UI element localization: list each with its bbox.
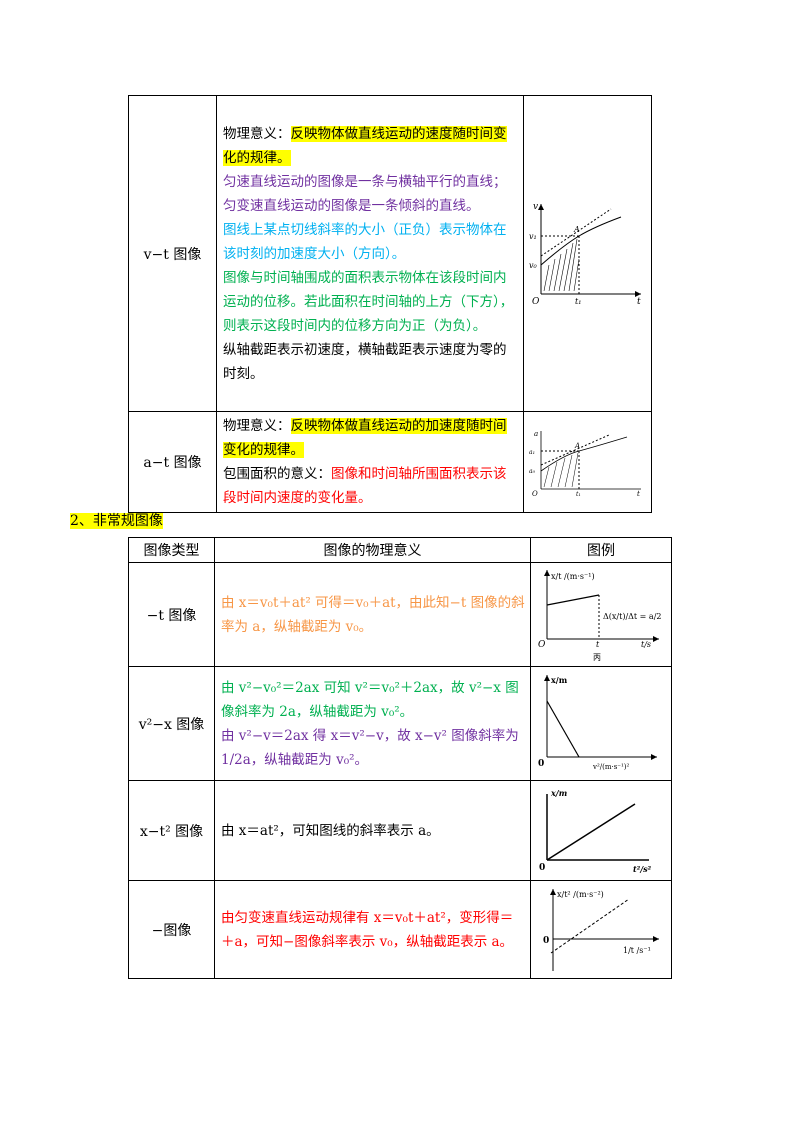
origin: O xyxy=(532,297,540,307)
axis-label-y: x/t /(m·s⁻¹) xyxy=(551,572,595,581)
tick-t1: t₁ xyxy=(575,297,581,306)
row-description: 物理意义：反映物体做直线运动的加速度随时间变化的规律。 包围面积的意义：图像和时… xyxy=(216,411,524,513)
origin: 0 xyxy=(539,863,545,873)
header-figure: 图例 xyxy=(530,537,672,563)
axis-label-x: t/s xyxy=(641,640,651,649)
x-v2-text: 由 v²−v＝2ax 得 x＝v²−v，故 x−v² 图像斜率为 1/2a，纵轴… xyxy=(221,727,519,768)
origin: O xyxy=(532,490,538,497)
row-label: a−t 图像 xyxy=(128,411,217,513)
table-row: −t 图像 由 x＝v₀t＋at² 可得＝v₀＋at，由此知−t 图像的斜率为 … xyxy=(128,562,672,667)
figure-caption: 丙 xyxy=(593,653,601,662)
point-a: A xyxy=(573,225,580,234)
header-type: 图像类型 xyxy=(128,537,215,563)
axis-label-x: v²/(m·s⁻¹)² xyxy=(592,763,630,771)
figure-cell: x/t /(m·s⁻¹) Δ(x/t)/Δt = a/2 O t t/s 丙 xyxy=(530,562,672,667)
row-description: 由 v²−v₀²＝2ax 可知 v²＝v₀²＋2ax，故 v²−x 图像斜率为 … xyxy=(214,666,531,781)
uniform-motion-text: 匀速直线运动的图像是一条与横轴平行的直线；匀变速直线运动的图像是一条倾斜的直线。 xyxy=(223,173,507,214)
table-row: v−t 图像 物理意义：反映物体做直线运动的速度随时间变化的规律。 匀速直线运动… xyxy=(128,95,652,412)
slope-text: 图线上某点切线斜率的大小（正负）表示物体在该时刻的加速度大小（方向）。 xyxy=(223,221,507,262)
row-label: x−t² 图像 xyxy=(128,780,215,881)
point-a: A xyxy=(574,442,580,450)
figure-cell: x/m 0 v²/(m·s⁻¹)² xyxy=(530,666,672,781)
row-description: 物理意义：反映物体做直线运动的速度随时间变化的规律。 匀速直线运动的图像是一条与… xyxy=(216,95,524,412)
figure-cell: x/t² /(m·s⁻²) 0 1/t /s⁻¹ xyxy=(530,880,672,979)
figure-cell: x/m 0 t²/s² xyxy=(530,780,672,881)
tick-v1: v₁ xyxy=(529,232,537,241)
axis-label-y: x/m xyxy=(550,788,567,798)
v2-x-text: 由 v²−v₀²＝2ax 可知 v²＝v₀²＋2ax，故 v²−x 图像斜率为 … xyxy=(221,679,519,720)
axis-label-x: t²/s² xyxy=(633,864,652,874)
x-t2-graph-figure: x/m 0 t²/s² xyxy=(539,788,652,874)
slope-label: Δ(x/t)/Δt = a/2 xyxy=(603,612,661,621)
tick-t: t xyxy=(596,640,600,649)
a-t-graph-figure: a a₁ a₀ A O t₁ t xyxy=(529,430,641,497)
axis-label-y: x/t² /(m·s⁻²) xyxy=(557,890,604,899)
row-label: −t 图像 xyxy=(128,562,215,667)
row-description: 由 x＝v₀t＋at² 可得＝v₀＋at，由此知−t 图像的斜率为 a，纵轴截距… xyxy=(214,562,531,667)
axis-label-t: t xyxy=(637,490,640,497)
axis-label-v: v xyxy=(533,202,538,212)
tick-a1: a₁ xyxy=(529,449,535,456)
section-heading: 2、非常规图像 xyxy=(70,513,163,529)
axis-label-y: x/m xyxy=(551,675,568,685)
v-t-graph-figure: v v₁ v₀ A O t₁ t xyxy=(529,202,641,307)
row-label: v−t 图像 xyxy=(128,95,217,412)
figure-cell: a a₁ a₀ A O t₁ t xyxy=(523,411,652,513)
origin: 0 xyxy=(538,759,544,769)
table-row: x−t² 图像 由 x＝at²，可知图线的斜率表示 a。 x/m 0 t²/s² xyxy=(128,780,672,881)
tick-v0: v₀ xyxy=(529,261,538,270)
header-row: 图像类型 图像的物理意义 图例 xyxy=(128,537,672,563)
table-row: −图像 由匀变速直线运动规律有 x＝v₀t＋at²，变形得＝＋a，可知−图像斜率… xyxy=(128,880,672,979)
intercept-text: 纵轴截距表示初速度，横轴截距表示速度为零的时刻。 xyxy=(223,341,507,382)
tick-a0: a₀ xyxy=(529,468,536,475)
table-row: v²−x 图像 由 v²−v₀²＝2ax 可知 v²＝v₀²＋2ax，故 v²−… xyxy=(128,666,672,781)
row-description: 由匀变速直线运动规律有 x＝v₀t＋at²，变形得＝＋a，可知−图像斜率表示 v… xyxy=(214,880,531,979)
figure-cell: v v₁ v₀ A O t₁ t xyxy=(523,95,652,412)
row-label: −图像 xyxy=(128,880,215,979)
table-row: a−t 图像 物理意义：反映物体做直线运动的加速度随时间变化的规律。 包围面积的… xyxy=(128,411,652,513)
axis-label-x: 1/t /s⁻¹ xyxy=(623,946,651,955)
axis-label-t: t xyxy=(637,297,641,307)
origin: O xyxy=(538,640,546,650)
unconventional-graphs-table: 图像类型 图像的物理意义 图例 −t 图像 由 x＝v₀t＋at² 可得＝v₀＋… xyxy=(128,537,672,979)
xt2-1t-graph-figure: x/t² /(m·s⁻²) 0 1/t /s⁻¹ xyxy=(543,888,659,971)
v2-x-graph-figure: x/m 0 v²/(m·s⁻¹)² xyxy=(538,674,657,771)
origin: 0 xyxy=(543,936,549,946)
axis-label-a: a xyxy=(534,430,538,438)
row-label: v²−x 图像 xyxy=(128,666,215,781)
conventional-graphs-table: v−t 图像 物理意义：反映物体做直线运动的速度随时间变化的规律。 匀速直线运动… xyxy=(128,95,652,513)
tick-t1: t₁ xyxy=(576,491,581,497)
area-meaning-text: 图像和时间轴所围面积表示该段时间内速度的变化量。 xyxy=(223,466,507,506)
row-description: 由 x＝at²，可知图线的斜率表示 a。 xyxy=(214,780,531,881)
header-meaning: 图像的物理意义 xyxy=(214,537,531,563)
area-text: 图像与时间轴围成的面积表示物体在该段时间内运动的位移。若此面积在时间轴的上方（下… xyxy=(223,269,514,334)
xt-t-graph-figure: x/t /(m·s⁻¹) Δ(x/t)/Δt = a/2 O t t/s 丙 xyxy=(538,569,661,662)
